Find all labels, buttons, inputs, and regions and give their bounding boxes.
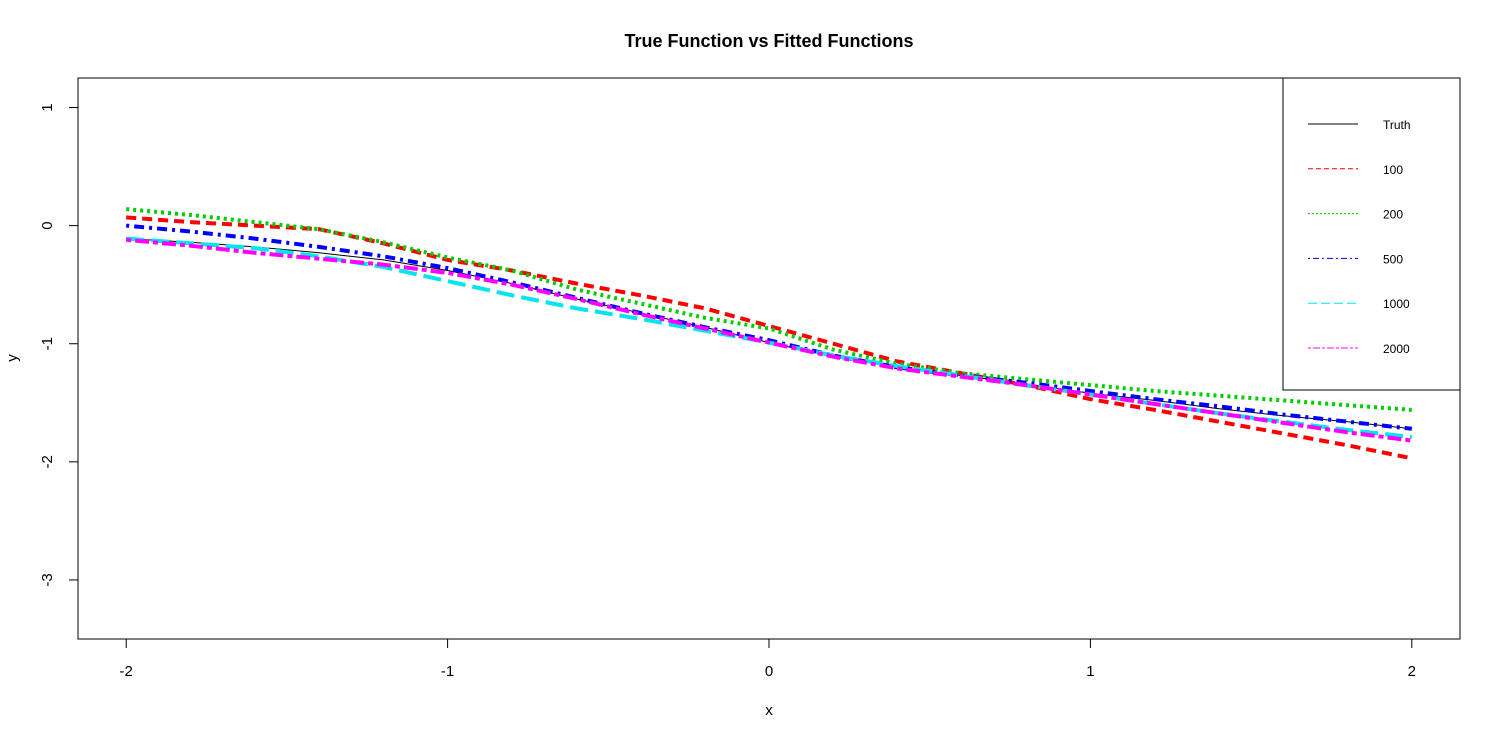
series-line-100 [126,215,1413,461]
x-tick-label: 0 [765,663,773,680]
legend-items: Truth 100 200 500 1000 2000 [1308,118,1411,356]
x-tick-label: -2 [120,663,133,680]
y-tick-label: 0 [39,221,56,229]
legend-box [1282,77,1461,391]
legend-label-100: 100 [1383,163,1403,177]
legend-label-1000: 1000 [1383,297,1410,311]
x-axis: -2 -1 0 1 2 [120,638,1416,680]
legend-label-500: 500 [1383,252,1403,266]
legend-label-truth: Truth [1383,118,1411,132]
y-tick-label: -3 [39,573,56,586]
x-axis-label: x [765,702,773,719]
legend: Truth 100 200 500 1000 2000 [1282,77,1461,391]
x-tick-label: -1 [441,663,454,680]
y-axis-label: y [4,354,21,362]
series-lines [126,207,1413,461]
y-axis: -3 -2 -1 0 1 [39,103,79,587]
chart-title: True Function vs Fitted Functions [624,31,913,51]
series-line-2000 [126,237,1413,443]
y-tick-label: 1 [39,103,56,111]
plot-frame [77,77,1461,640]
series-line-200 [126,207,1412,412]
series-line-truth [126,238,1412,430]
y-tick-label: -2 [39,455,56,468]
series-line-1000 [126,236,1413,439]
x-tick-label: 2 [1408,663,1416,680]
legend-label-200: 200 [1383,208,1403,222]
legend-label-2000: 2000 [1383,342,1410,356]
series-line-500 [126,223,1413,431]
x-tick-label: 1 [1086,663,1094,680]
y-tick-label: -1 [39,337,56,350]
